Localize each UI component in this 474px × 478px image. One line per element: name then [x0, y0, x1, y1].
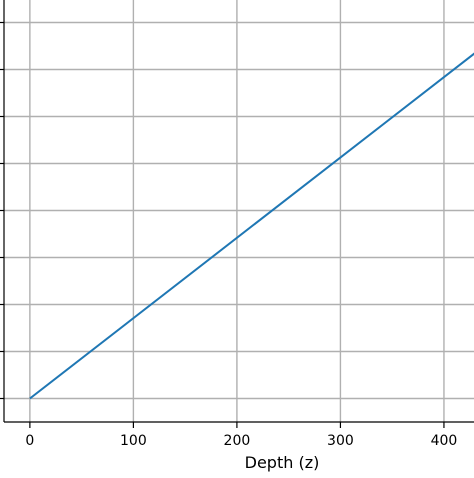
x-tick-label: 0: [25, 433, 34, 449]
x-axis-label: Depth (z): [245, 453, 320, 472]
x-tick-label: 400: [431, 433, 458, 449]
x-ticks: 0 100 200 300 400: [25, 422, 457, 449]
series-layer: [29, 52, 474, 400]
x-tick-label: 300: [327, 433, 354, 449]
y-ticks: [0, 21, 4, 400]
series-line: [29, 52, 474, 400]
x-tick-label: 100: [120, 433, 147, 449]
x-tick-label: 200: [224, 433, 251, 449]
grid: [4, 0, 474, 422]
